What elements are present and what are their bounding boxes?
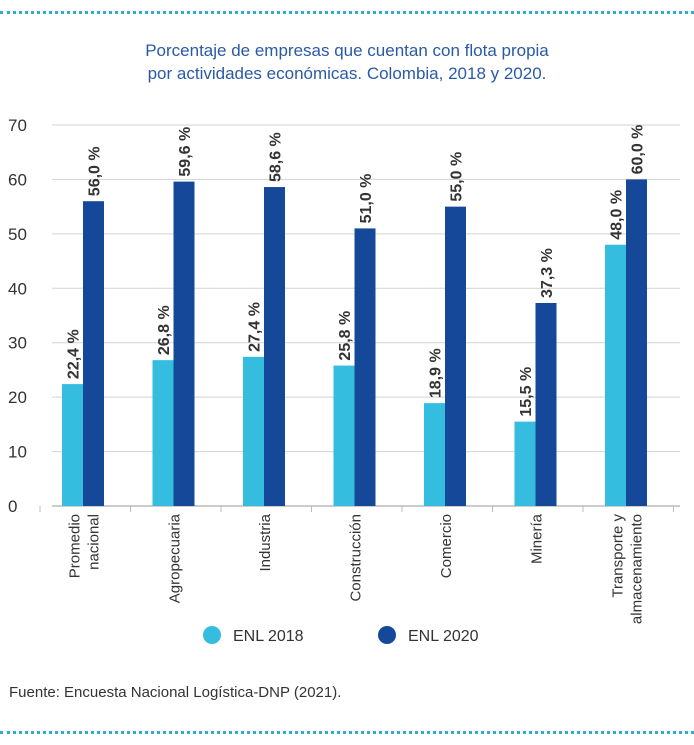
data-label: 18,9 %: [428, 348, 445, 398]
data-label: 56,0 %: [87, 146, 104, 196]
x-category-label: Transporte y: [610, 514, 627, 598]
bar-2018: [152, 360, 174, 506]
legend-label: ENL 2020: [408, 628, 479, 645]
bar-2020: [626, 179, 647, 506]
x-category-label: nacional: [86, 514, 103, 570]
y-tick-label: 30: [8, 334, 27, 353]
x-category-label: Agropecuaria: [167, 513, 184, 603]
bar-2018: [605, 244, 626, 506]
chart-title-line-2: por actividades económicas. Colombia, 20…: [147, 64, 547, 83]
source-note: Fuente: Encuesta Nacional Logística-DNP …: [9, 684, 342, 701]
bar-2020: [445, 206, 466, 506]
data-label: 48,0 %: [609, 190, 626, 240]
bar-2018: [243, 356, 264, 506]
data-label: 51,0 %: [358, 174, 375, 224]
x-category-label: Minería: [529, 513, 546, 564]
data-label: 58,6 %: [268, 132, 285, 182]
y-tick-label: 10: [8, 443, 27, 462]
data-label: 55,0 %: [449, 152, 466, 202]
x-category-label: Comercio: [438, 514, 455, 578]
data-label: 15,5 %: [518, 367, 535, 417]
bar-2018: [514, 421, 536, 506]
bar-2020: [354, 228, 376, 506]
legend-label: ENL 2018: [233, 628, 304, 645]
y-tick-label: 40: [8, 279, 27, 298]
data-label: 27,4 %: [247, 302, 264, 352]
data-label: 59,6 %: [177, 127, 194, 177]
y-tick-label: 70: [8, 116, 27, 135]
x-category-label: Industria: [257, 513, 274, 571]
data-label: 22,4 %: [66, 329, 83, 379]
data-label: 25,8 %: [337, 311, 354, 361]
bar-2018: [333, 365, 355, 506]
legend-marker-2018: [203, 626, 221, 644]
data-label: 37,3 %: [539, 248, 556, 298]
top-dotted-border: [0, 11, 694, 14]
x-category-label: Promedio: [67, 514, 84, 578]
bar-2020: [264, 187, 285, 506]
bar-2018: [424, 403, 445, 506]
y-tick-label: 50: [8, 225, 27, 244]
data-label: 26,8 %: [156, 305, 173, 355]
bar-2020: [83, 201, 104, 506]
bar-chart: 0 10 20 30 40 50 60 70 22,4 % 56,0 % Promedio nacio…: [8, 116, 680, 645]
y-tick-label: 60: [8, 170, 27, 189]
chart-title-line-1: Porcentaje de empresas que cuentan con f…: [145, 41, 549, 60]
x-category-label: Construcción: [348, 514, 365, 602]
bottom-dotted-border: [0, 731, 694, 734]
x-category-label: almacenamiento: [629, 514, 646, 624]
legend-marker-2020: [378, 626, 396, 644]
bar-2018: [62, 384, 83, 506]
data-label: 60,0 %: [630, 125, 647, 175]
y-tick-label: 20: [8, 388, 27, 407]
bar-2020: [535, 302, 557, 506]
y-tick-label: 0: [8, 497, 17, 516]
bar-2020: [173, 181, 195, 506]
